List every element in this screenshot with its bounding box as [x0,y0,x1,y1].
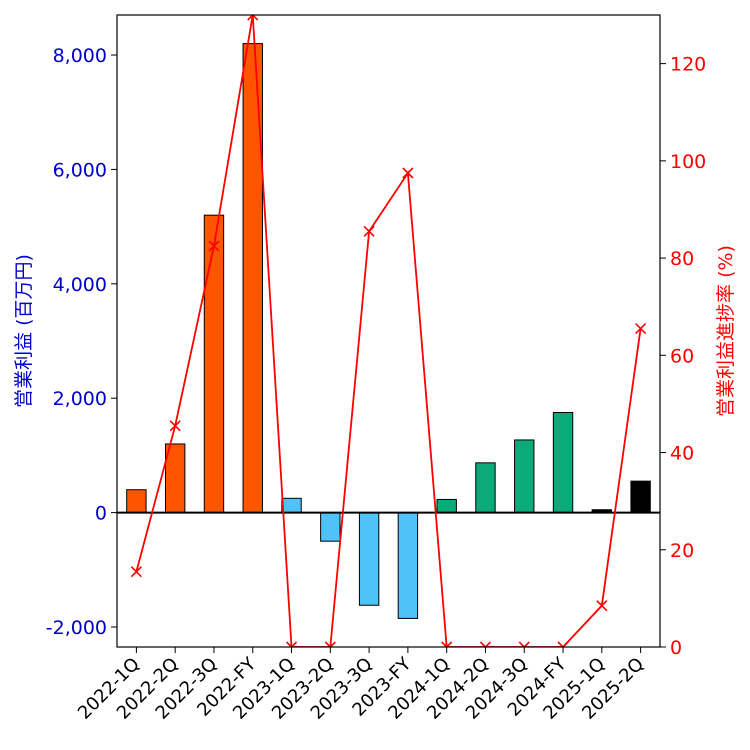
marker-2023-3Q [363,225,375,237]
marker-2023-FY [402,167,414,179]
right-tick-label: 120 [670,54,706,76]
left-tick-label: 6,000 [53,159,107,181]
right-tick-label: 80 [670,248,694,270]
marker-2025-2Q [635,323,647,335]
bar-2023-2Q [320,512,341,542]
right-tick-label: 60 [670,345,694,367]
bar-2023-3Q [358,512,380,606]
bar-2025-2Q [630,480,651,514]
left-axis-label: 営業利益 (百万円) [13,254,35,408]
marker-2024-FY [557,641,569,647]
bar-2024-1Q [436,498,457,514]
plot-frame [116,14,661,648]
left-tick-label: 2,000 [53,388,107,410]
marker-2023-1Q [285,641,298,647]
right-tick-label: 40 [670,443,694,465]
left-axis-ticks: -2,000 0 2,000 4,000 6,000 8,000 [46,45,117,639]
marker-2025-1Q [596,600,608,612]
x-axis-ticks: 2022-1Q2022-2Q2022-3Q2022-FY2023-1Q2023-… [74,647,648,724]
marker-2024-2Q [479,641,492,647]
left-tick-label: 0 [95,503,107,525]
bar-2022-1Q [126,489,147,514]
right-axis-ticks: 0 20 40 60 80 100 120 [660,54,706,659]
right-tick-label: 20 [670,540,694,562]
right-tick-label: 0 [670,637,682,659]
left-tick-label: -2,000 [46,617,107,639]
bar-2022-3Q [203,214,225,514]
bar-2024-FY [552,412,574,514]
bar-2024-3Q [514,439,535,514]
right-tick-label: 100 [670,151,706,173]
progress-line [135,15,642,647]
marker-2022-1Q [130,566,142,578]
bar-2023-FY [397,512,419,619]
marker-2024-3Q [518,641,530,647]
bar-2023-1Q [281,497,302,514]
left-tick-label: 4,000 [53,274,107,296]
right-axis-label: 営業利益進捗率 (%) [715,245,737,417]
marker-2023-2Q [324,641,336,647]
bar-series [126,43,651,619]
marker-2022-FY [247,15,259,21]
marker-2022-2Q [169,420,181,432]
progress-line-series [130,15,647,647]
marker-2022-3Q [208,240,220,252]
bar-2024-2Q [475,462,496,514]
marker-2024-1Q [441,641,453,647]
left-tick-label: 8,000 [53,45,107,67]
